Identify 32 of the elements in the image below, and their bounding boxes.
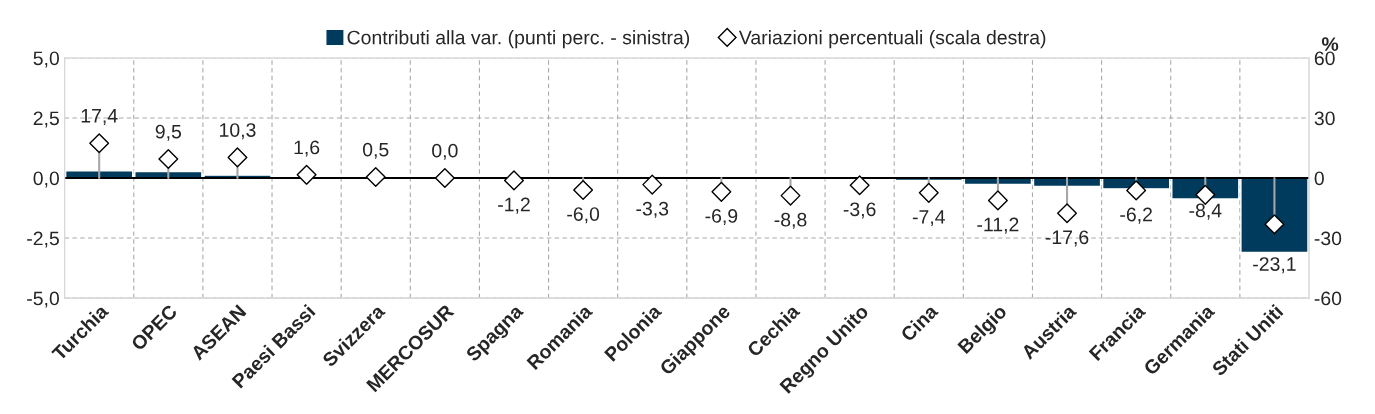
data-label: 9,5 bbox=[155, 124, 182, 141]
y-tick-label: -5,0 bbox=[27, 291, 60, 308]
y2-tick-label: -60 bbox=[1314, 291, 1342, 306]
data-label: -6,9 bbox=[705, 209, 738, 226]
y2-tick-label: 0 bbox=[1314, 171, 1324, 186]
data-label: -11,2 bbox=[977, 217, 1019, 234]
data-label: -17,6 bbox=[1045, 230, 1089, 247]
y2-tick-label: 30 bbox=[1314, 111, 1335, 126]
y-tick-label: 2,5 bbox=[33, 111, 59, 128]
data-label: -6,2 bbox=[1120, 207, 1152, 224]
data-label: 0,5 bbox=[362, 142, 389, 159]
data-label: 1,6 bbox=[294, 140, 320, 157]
y2-tick-label: -30 bbox=[1314, 231, 1342, 246]
data-label: 10,3 bbox=[220, 123, 256, 140]
y2-tick-label: 60 bbox=[1314, 51, 1335, 66]
data-label: -6,0 bbox=[567, 207, 600, 224]
data-label: -3,6 bbox=[843, 202, 876, 219]
legend-label: Contributi alla var. (punti perc. - sinistra) bbox=[347, 30, 690, 49]
y2-axis-title: % bbox=[1321, 37, 1339, 51]
data-label: 0,0 bbox=[432, 143, 458, 160]
data-label: -1,2 bbox=[498, 197, 530, 214]
y-tick-label: 5,0 bbox=[33, 51, 60, 68]
x-tick-label: Cina bbox=[899, 302, 939, 343]
data-label: -3,3 bbox=[636, 201, 669, 218]
data-label: -23,1 bbox=[1253, 257, 1296, 274]
data-label: -7,4 bbox=[912, 210, 945, 227]
data-label: -8,8 bbox=[774, 212, 807, 229]
y-tick-label: 0,0 bbox=[33, 171, 60, 188]
y-tick-label: -2,5 bbox=[27, 231, 59, 248]
data-label: 17,4 bbox=[81, 109, 118, 125]
data-label: -8,4 bbox=[1189, 203, 1222, 220]
legend-label: Variazioni percentuali (scala destra) bbox=[738, 30, 1046, 49]
